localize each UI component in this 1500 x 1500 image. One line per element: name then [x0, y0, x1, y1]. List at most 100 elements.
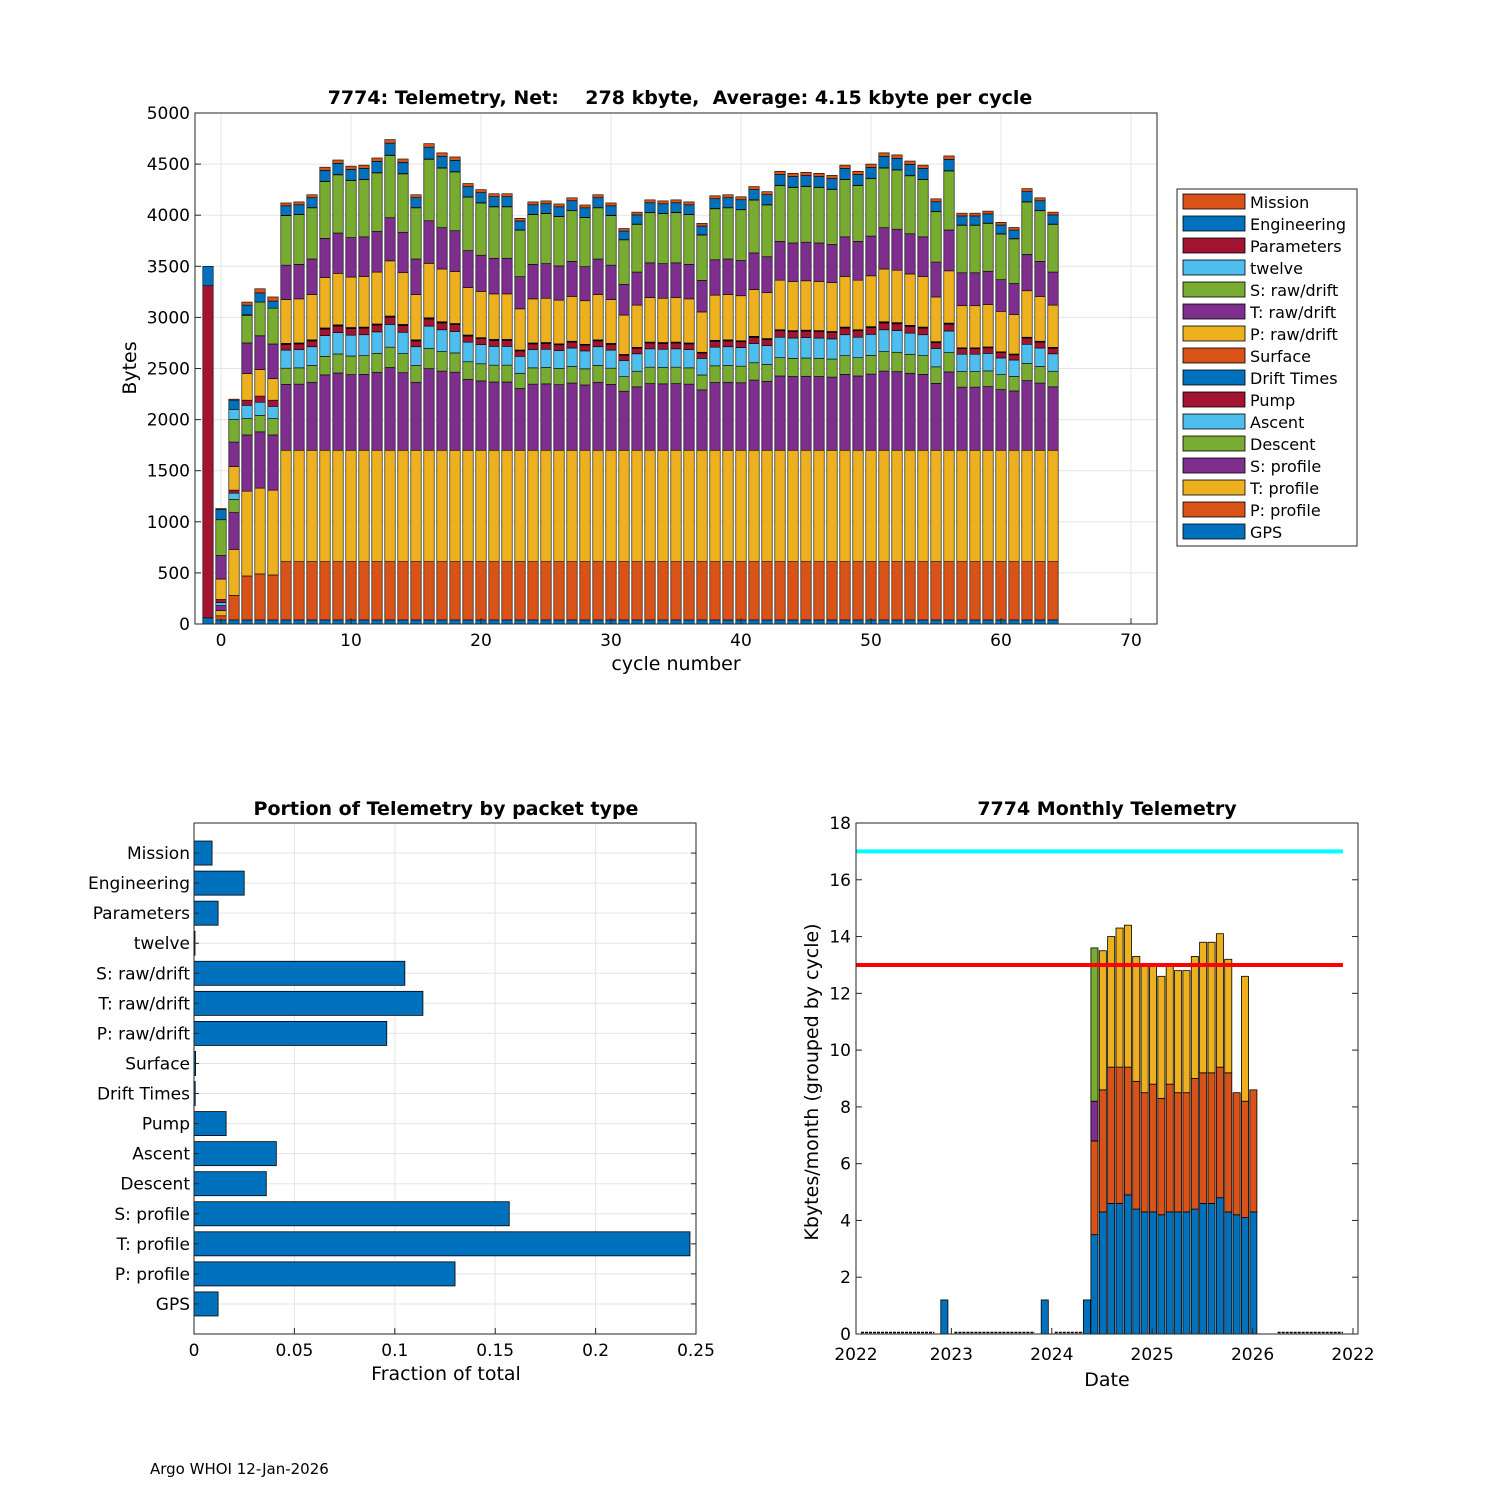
cycle-bar-segment [722, 340, 734, 348]
cycle-bar-segment [735, 561, 747, 621]
cycle-bar-segment [1034, 619, 1046, 625]
cycle-bar-segment [228, 489, 240, 494]
cycle-bar-segment [605, 215, 617, 266]
cycle-bar-segment [787, 176, 799, 188]
cycle-bar-segment [306, 365, 318, 383]
cycle-bar-segment [527, 201, 539, 206]
monthly-bar-segment [1098, 1089, 1107, 1213]
portion-category-label: P: raw/drift [97, 1024, 191, 1044]
cycle-bar-segment [956, 449, 968, 562]
cycle-bar-segment [1021, 337, 1033, 345]
cycle-bar-segment [878, 167, 890, 228]
cycle-bar-segment [384, 619, 396, 625]
cycle-bar-segment [449, 271, 461, 324]
monthly-ytick-label: 8 [840, 1098, 851, 1118]
cycle-bar-segment [943, 170, 955, 231]
cycle-bar-segment [644, 366, 656, 384]
cycle-bar-segment [306, 449, 318, 562]
cycle-bar-segment [800, 241, 812, 282]
cycle-bar-segment [722, 449, 734, 562]
cycle-bar-segment [969, 224, 981, 274]
cycle-bar-segment [722, 194, 734, 199]
cycle-bar-segment [631, 304, 643, 348]
cycle-bar-segment [371, 324, 383, 333]
cycle-bar-segment [449, 352, 461, 373]
cycle-bar-segment [605, 384, 617, 451]
legend-swatch [1182, 435, 1246, 452]
cycle-ytick-label: 500 [158, 564, 190, 584]
cycle-bar-segment [1047, 370, 1059, 388]
cycle-bar-segment [267, 300, 279, 309]
cycle-bar-segment [904, 326, 916, 334]
legend-swatch [1182, 501, 1246, 518]
monthly-bar-segment [1090, 1100, 1099, 1142]
cycle-bar-segment [956, 619, 968, 625]
cycle-bar-segment [384, 324, 396, 348]
cycle-bar-segment [1021, 363, 1033, 381]
cycle-bar-segment [254, 335, 266, 370]
cycle-bar-segment [319, 166, 331, 171]
cycle-bar-segment [384, 260, 396, 317]
legend-swatch [1182, 391, 1246, 408]
cycle-bar-segment [410, 194, 422, 199]
cycle-bar-segment [709, 340, 721, 348]
cycle-bar-segment [826, 189, 838, 245]
cycle-bar-segment [371, 331, 383, 354]
cycle-bar-segment [917, 236, 929, 277]
cycle-bar-segment [826, 561, 838, 621]
cycle-bar-segment [462, 250, 474, 288]
cycle-bar-segment [475, 291, 487, 338]
cycle-bar-segment [904, 372, 916, 451]
cycle-ytick-label: 5000 [147, 104, 190, 124]
cycle-bar-segment [722, 381, 734, 451]
cycle-bar-segment [657, 297, 669, 343]
cycle-bar-segment [254, 487, 266, 575]
cycle-bar-segment [241, 342, 253, 374]
cycle-bar-segment [332, 353, 344, 374]
legend-swatch [1182, 413, 1246, 430]
cycle-bar-segment [748, 199, 760, 254]
cycle-bar-segment [475, 561, 487, 621]
cycle-bar-segment [267, 574, 279, 621]
cycle-bar-segment [527, 449, 539, 562]
cycle-bar-segment [254, 292, 266, 303]
cycle-bar-segment [254, 415, 266, 433]
legend-swatch [1182, 347, 1246, 364]
cycle-bar-segment [982, 619, 994, 625]
cycle-ytick-label: 2500 [147, 360, 190, 380]
cycle-bar-segment [1034, 210, 1046, 262]
cycle-bar-segment [566, 366, 578, 384]
cycle-bar-segment [670, 262, 682, 298]
cycle-bar-segment [462, 378, 474, 451]
cycle-bar-segment [397, 162, 409, 174]
cycle-bar-segment [293, 383, 305, 451]
cycle-bar-segment [865, 449, 877, 562]
cycle-bar-segment [514, 619, 526, 625]
monthly-xtick-label: 2022 [834, 1345, 877, 1365]
cycle-bar-segment [592, 381, 604, 451]
cycle-bar-segment [618, 360, 630, 377]
cycle-bar-segment [878, 370, 890, 451]
cycle-bar-segment [553, 216, 565, 267]
cycle-bar-segment [956, 224, 968, 274]
cycle-bar-segment [709, 449, 721, 562]
monthly-bar-segment [1165, 964, 1174, 1085]
cycle-bar-segment [254, 301, 266, 337]
cycle-bar-segment [488, 206, 500, 259]
cycle-bar-segment [774, 241, 786, 281]
cycle-bar-segment [553, 368, 565, 385]
cycle-bar-segment [332, 159, 344, 164]
cycle-bar-segment [657, 348, 669, 368]
cycle-xtick-label: 0 [216, 631, 227, 651]
cycle-bar-segment [995, 279, 1007, 312]
cycle-bar-segment [345, 561, 357, 621]
cycle-bar-segment [813, 172, 825, 177]
cycle-bar-segment [839, 327, 851, 336]
portion-chart-ticks: 0 0.05 0.1 0.15 0.2 0.25 Mission Engineering Par… [88, 844, 715, 1361]
cycle-bar-segment [462, 287, 474, 336]
cycle-ytick-label: 4000 [147, 206, 190, 226]
cycle-bar-segment [228, 466, 240, 491]
cycle-bar-segment [878, 227, 890, 270]
cycle-bar-segment [488, 293, 500, 340]
cycle-bar-segment [969, 305, 981, 349]
